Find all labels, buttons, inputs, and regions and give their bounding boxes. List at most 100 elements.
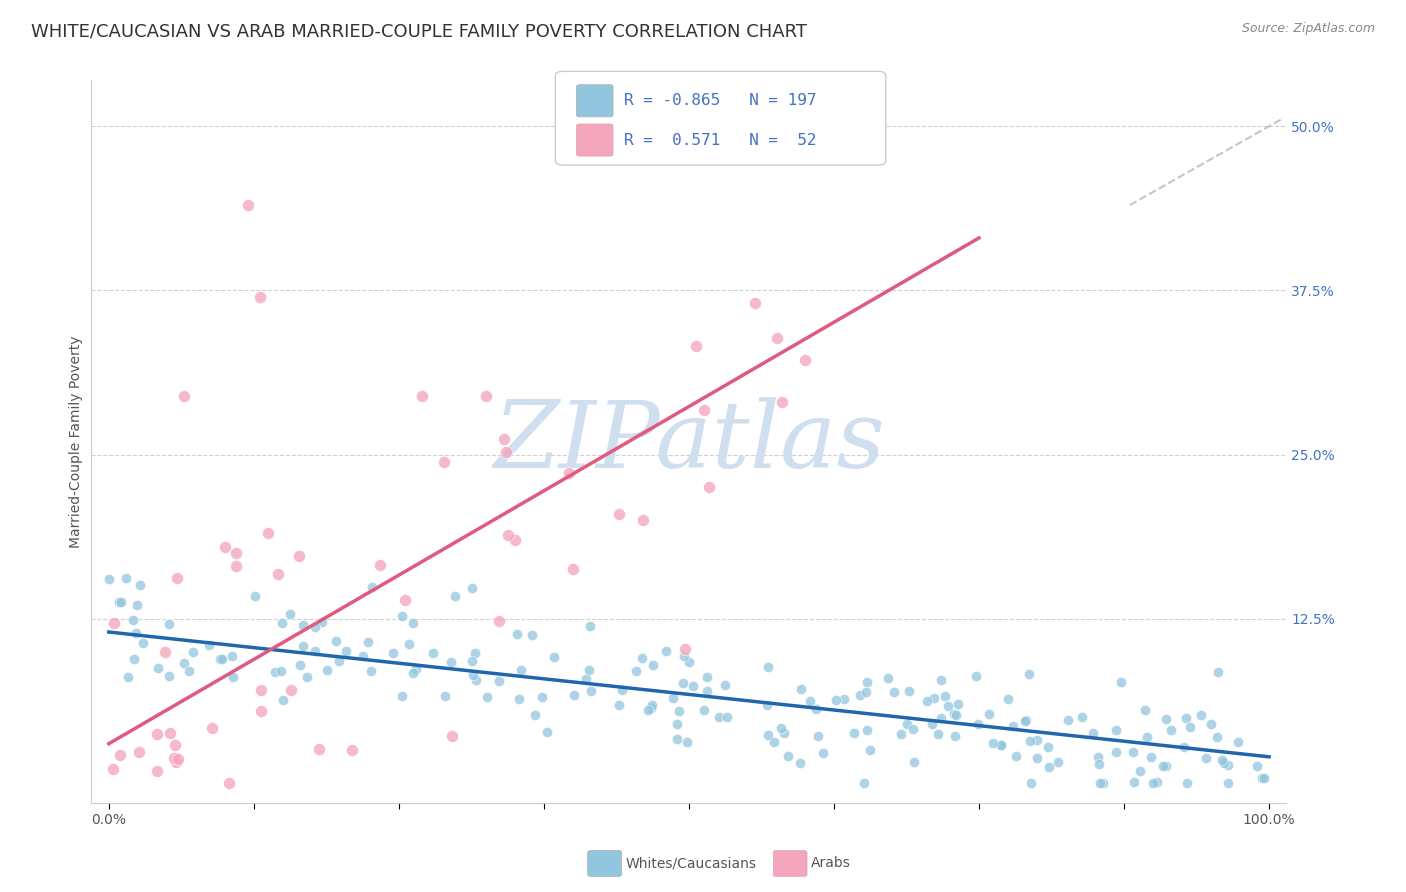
Point <box>236 198 259 212</box>
Point <box>103 616 125 631</box>
Point <box>127 598 149 612</box>
Point <box>225 559 247 574</box>
Point <box>218 776 240 790</box>
Point <box>575 672 598 686</box>
Point <box>938 698 960 713</box>
Point <box>211 652 233 666</box>
Point <box>1216 757 1239 772</box>
Point <box>439 655 461 669</box>
Point <box>243 589 266 603</box>
Point <box>922 690 945 705</box>
Point <box>1195 751 1218 765</box>
Point <box>562 689 585 703</box>
Point <box>97 573 120 587</box>
Point <box>394 593 416 607</box>
Point <box>1019 734 1042 748</box>
Point <box>402 665 425 680</box>
Point <box>328 654 350 668</box>
Point <box>794 352 817 367</box>
Point <box>173 656 195 670</box>
Point <box>115 571 138 585</box>
Point <box>981 736 1004 750</box>
Point <box>292 618 315 632</box>
Point <box>463 668 485 682</box>
Point <box>855 684 877 698</box>
Point <box>921 717 943 731</box>
Point <box>201 721 224 735</box>
Point <box>1002 718 1025 732</box>
Point <box>756 727 779 741</box>
Point <box>744 296 766 310</box>
Point <box>790 682 813 697</box>
Point <box>1083 726 1105 740</box>
Point <box>896 717 918 731</box>
Point <box>325 634 347 648</box>
Point <box>889 727 911 741</box>
Point <box>901 722 924 736</box>
Point <box>1019 776 1042 790</box>
Point <box>693 703 716 717</box>
Point <box>966 716 988 731</box>
Point <box>295 670 318 684</box>
Point <box>685 339 707 353</box>
Point <box>1205 730 1227 744</box>
Y-axis label: Married-Couple Family Poverty: Married-Couple Family Poverty <box>69 335 83 548</box>
Point <box>440 730 463 744</box>
Point <box>558 466 581 480</box>
Point <box>643 658 665 673</box>
Point <box>770 722 793 736</box>
Point <box>1227 734 1250 748</box>
Point <box>672 648 695 663</box>
Point <box>250 682 273 697</box>
Point <box>1189 707 1212 722</box>
Point <box>1056 713 1078 727</box>
Point <box>162 750 184 764</box>
Point <box>1154 759 1177 773</box>
Point <box>520 628 543 642</box>
Point <box>543 650 565 665</box>
Point <box>714 678 737 692</box>
Point <box>578 619 600 633</box>
Point <box>503 533 526 547</box>
Point <box>163 738 186 752</box>
Point <box>763 735 786 749</box>
Point <box>756 698 779 712</box>
Point <box>125 626 148 640</box>
Point <box>1109 674 1132 689</box>
Point <box>1025 732 1047 747</box>
Point <box>315 663 337 677</box>
Point <box>1154 712 1177 726</box>
Point <box>811 746 834 760</box>
Point <box>665 716 688 731</box>
Point <box>1038 739 1060 754</box>
Point <box>856 723 879 737</box>
Point <box>1160 723 1182 737</box>
Point <box>308 742 330 756</box>
Point <box>278 607 301 621</box>
Point <box>990 738 1012 752</box>
Point <box>789 756 811 771</box>
Point <box>561 562 583 576</box>
Text: Source: ZipAtlas.com: Source: ZipAtlas.com <box>1241 22 1375 36</box>
Point <box>221 649 243 664</box>
Point <box>121 613 143 627</box>
Point <box>1087 750 1109 764</box>
Point <box>877 671 900 685</box>
Point <box>524 707 547 722</box>
Point <box>110 595 132 609</box>
Point <box>342 743 364 757</box>
Point <box>696 683 718 698</box>
Point <box>965 668 987 682</box>
Point <box>1140 750 1163 764</box>
Point <box>1174 711 1197 725</box>
Point <box>304 620 326 634</box>
Point <box>709 710 731 724</box>
Point <box>942 706 965 721</box>
Point <box>610 683 633 698</box>
Point <box>661 691 683 706</box>
Point <box>1146 774 1168 789</box>
Point <box>166 571 188 585</box>
Point <box>128 745 150 759</box>
Point <box>624 665 647 679</box>
Point <box>222 669 245 683</box>
